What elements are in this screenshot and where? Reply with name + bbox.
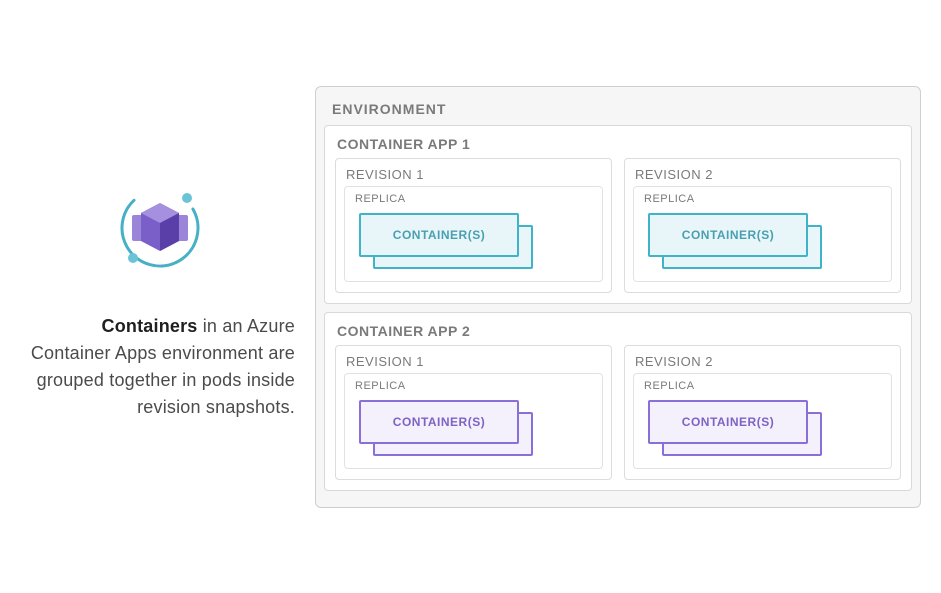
container-stack: CONTAINER(S) (642, 213, 883, 269)
replica-label: REPLICA (353, 191, 594, 213)
description-text: Containers in an Azure Container Apps en… (25, 313, 295, 421)
environment-box: ENVIRONMENT CONTAINER APP 1REVISION 1REP… (315, 86, 921, 508)
replica-label: REPLICA (642, 191, 883, 213)
revisions-row: REVISION 1REPLICACONTAINER(S)REVISION 2R… (335, 158, 901, 293)
replica-box: REPLICACONTAINER(S) (344, 186, 603, 282)
container-card-front: CONTAINER(S) (359, 400, 519, 444)
container-stack: CONTAINER(S) (353, 213, 594, 269)
container-app: CONTAINER APP 2REVISION 1REPLICACONTAINE… (324, 312, 912, 491)
replica-box: REPLICACONTAINER(S) (633, 186, 892, 282)
diagram-column: ENVIRONMENT CONTAINER APP 1REVISION 1REP… (315, 86, 921, 508)
apps-container: CONTAINER APP 1REVISION 1REPLICACONTAINE… (324, 125, 912, 491)
container-app-label: CONTAINER APP 2 (335, 319, 901, 345)
revisions-row: REVISION 1REPLICACONTAINER(S)REVISION 2R… (335, 345, 901, 480)
container-card-front: CONTAINER(S) (648, 213, 808, 257)
revision-box: REVISION 1REPLICACONTAINER(S) (335, 158, 612, 293)
container-app-label: CONTAINER APP 1 (335, 132, 901, 158)
revision-label: REVISION 2 (633, 163, 892, 186)
environment-label: ENVIRONMENT (324, 95, 912, 121)
revision-label: REVISION 2 (633, 350, 892, 373)
revision-box: REVISION 2REPLICACONTAINER(S) (624, 345, 901, 480)
container-stack: CONTAINER(S) (642, 400, 883, 456)
container-stack: CONTAINER(S) (353, 400, 594, 456)
revision-box: REVISION 2REPLICACONTAINER(S) (624, 158, 901, 293)
container-card-front: CONTAINER(S) (359, 213, 519, 257)
replica-box: REPLICACONTAINER(S) (344, 373, 603, 469)
left-column: Containers in an Azure Container Apps en… (25, 173, 315, 421)
replica-box: REPLICACONTAINER(S) (633, 373, 892, 469)
revision-label: REVISION 1 (344, 350, 603, 373)
container-apps-icon (105, 173, 215, 283)
replica-label: REPLICA (353, 378, 594, 400)
container-card-front: CONTAINER(S) (648, 400, 808, 444)
revision-box: REVISION 1REPLICACONTAINER(S) (335, 345, 612, 480)
container-app: CONTAINER APP 1REVISION 1REPLICACONTAINE… (324, 125, 912, 304)
description-bold: Containers (102, 316, 198, 336)
revision-label: REVISION 1 (344, 163, 603, 186)
replica-label: REPLICA (642, 378, 883, 400)
